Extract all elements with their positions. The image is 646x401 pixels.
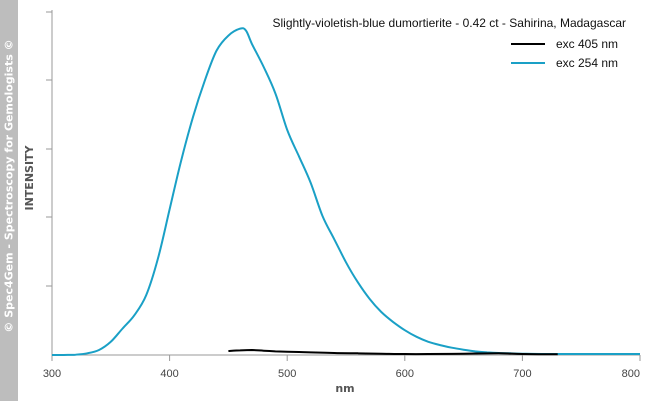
x-tick-label-500: 500 [278, 368, 296, 380]
chart-title: Slightly-violetish-blue dumortierite - 0… [273, 16, 627, 30]
legend: exc 405 nm exc 254 nm [511, 37, 618, 70]
x-tick-label-400: 400 [160, 368, 178, 380]
y-axis-ticks [46, 11, 52, 287]
legend-label-exc-254: exc 254 nm [556, 56, 618, 70]
x-axis-ticks: 300 400 500 600 700 800 [43, 355, 641, 380]
x-tick-label-800: 800 [622, 368, 640, 380]
x-tick-label-700: 700 [513, 368, 531, 380]
series-line-exc-405-nm [228, 349, 558, 356]
x-axis-title: nm [335, 382, 354, 395]
y-axis-title: INTENSITY [23, 144, 36, 210]
series-line-exc-254-nm [51, 27, 640, 357]
watermark-sidebar: © Spec4Gem - Spectroscopy for Gemologist… [0, 0, 18, 401]
x-tick-label-300: 300 [43, 368, 61, 380]
x-tick-label-600: 600 [396, 368, 414, 380]
series-lines [51, 27, 640, 357]
legend-label-exc-405: exc 405 nm [556, 37, 618, 51]
